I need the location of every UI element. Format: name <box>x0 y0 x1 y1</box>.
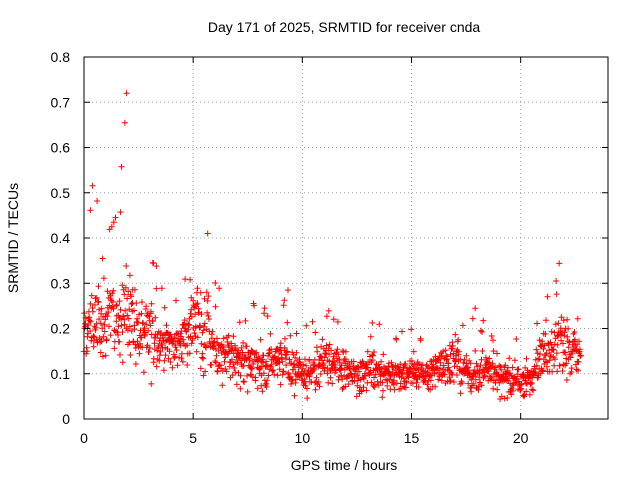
chart-title: Day 171 of 2025, SRMTID for receiver cnd… <box>208 19 481 35</box>
y-tick-label: 0.7 <box>51 94 71 110</box>
y-tick-label: 0.1 <box>51 366 71 382</box>
y-tick-label: 0 <box>62 411 70 427</box>
tick-labels: 0 5 10 15 20 0 0.1 0.2 0.3 0.4 0.5 0.6 0.7 0.8 <box>51 49 529 446</box>
axes <box>83 56 609 420</box>
y-tick-label: 0.2 <box>51 321 71 337</box>
plot-frame <box>83 56 609 420</box>
grid <box>84 57 608 419</box>
y-tick-label: 0.8 <box>51 49 71 65</box>
y-tick-label: 0.3 <box>51 275 71 291</box>
x-tick-label: 0 <box>80 430 88 446</box>
x-tick-label: 15 <box>404 430 420 446</box>
y-axis-label: SRMTID / TECUs <box>5 183 21 293</box>
x-tick-label: 10 <box>295 430 311 446</box>
y-tick-label: 0.5 <box>51 185 71 201</box>
x-tick-label: 20 <box>513 430 529 446</box>
y-tick-label: 0.4 <box>51 230 71 246</box>
x-axis-label: GPS time / hours <box>291 457 398 473</box>
y-tick-label: 0.6 <box>51 140 71 156</box>
x-tick-label: 5 <box>189 430 197 446</box>
